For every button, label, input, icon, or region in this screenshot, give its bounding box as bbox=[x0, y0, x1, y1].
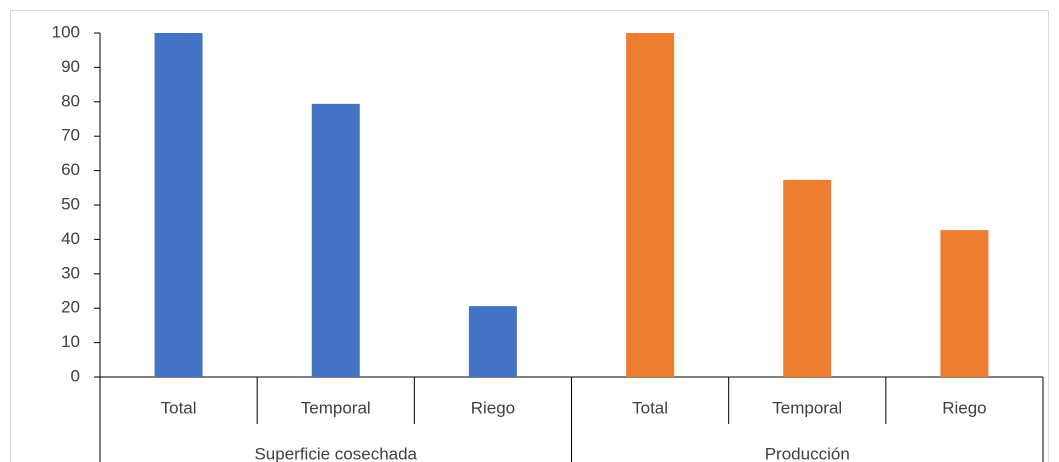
y-tick-label: 40 bbox=[61, 229, 80, 248]
x-tick-label: Temporal bbox=[772, 398, 842, 417]
bar bbox=[154, 33, 203, 377]
x-tick-label: Riego bbox=[942, 398, 986, 417]
chart-border bbox=[10, 10, 1049, 462]
y-tick-label: 30 bbox=[61, 263, 80, 282]
group-label: Producción bbox=[765, 444, 850, 462]
y-tick-label: 70 bbox=[61, 126, 80, 145]
y-tick-label: 50 bbox=[61, 194, 80, 213]
y-tick-label: 80 bbox=[61, 91, 80, 110]
x-tick-label: Total bbox=[632, 398, 668, 417]
bar bbox=[783, 179, 832, 377]
x-tick-label: Riego bbox=[471, 398, 515, 417]
y-tick-label: 100 bbox=[52, 22, 80, 41]
y-tick-label: 60 bbox=[61, 160, 80, 179]
bar bbox=[626, 33, 675, 377]
group-label: Superficie cosechada bbox=[254, 444, 417, 462]
y-tick-label: 90 bbox=[61, 57, 80, 76]
y-tick-label: 10 bbox=[61, 332, 80, 351]
x-tick-label: Total bbox=[161, 398, 197, 417]
x-tick-label: Temporal bbox=[301, 398, 371, 417]
bar bbox=[311, 103, 360, 377]
bar bbox=[468, 306, 517, 377]
y-tick-label: 0 bbox=[71, 366, 80, 385]
y-tick-label: 20 bbox=[61, 298, 80, 317]
bar bbox=[940, 230, 989, 377]
